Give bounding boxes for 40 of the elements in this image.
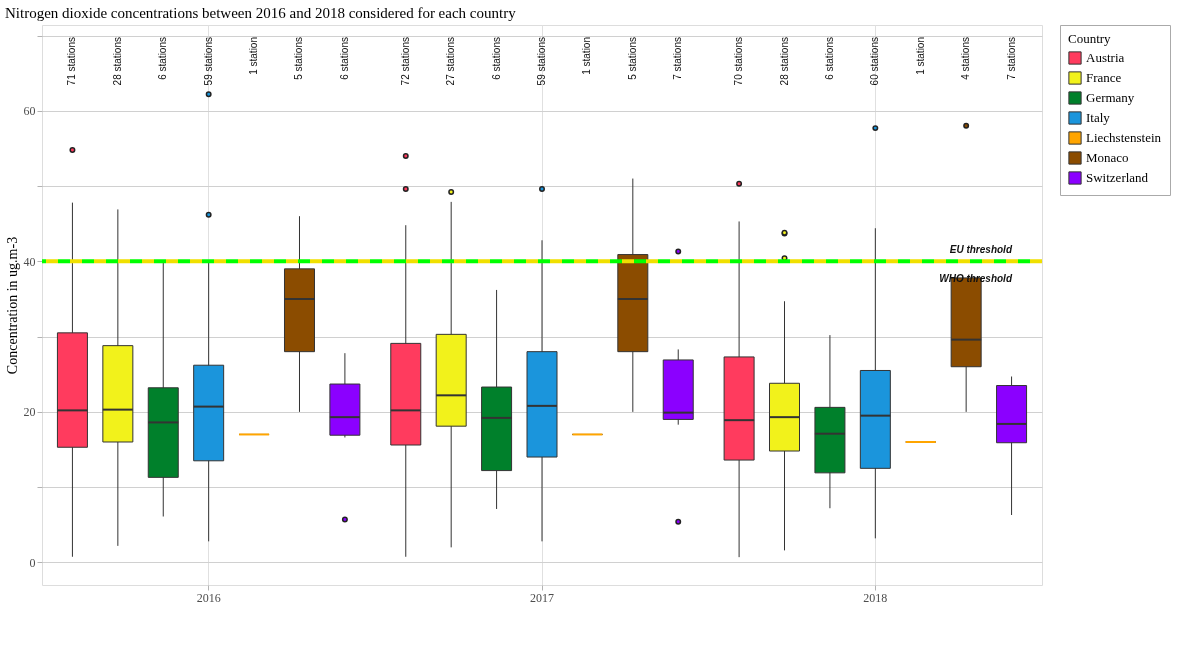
legend-label: Italy — [1086, 110, 1111, 125]
text: 1 station — [581, 37, 593, 75]
x-tick-label: 2018 — [863, 590, 888, 605]
chart-title: Nitrogen dioxide concentrations between 2016 and 2018 considered for each country — [5, 4, 517, 21]
text: 4 stations — [960, 37, 972, 80]
text: 5 stations — [293, 37, 305, 80]
text: 71 stations — [66, 37, 78, 86]
text: 28 stations — [111, 37, 123, 86]
text: 1 station — [248, 37, 260, 75]
text: 59 stations — [202, 37, 214, 86]
text: 6 stations — [823, 37, 835, 80]
legend-label: Austria — [1086, 50, 1125, 65]
text: 5 stations — [626, 37, 638, 80]
legend-label: Switzerland — [1086, 170, 1149, 185]
text: 70 stations — [733, 37, 745, 86]
legend-label: Germany — [1086, 90, 1135, 105]
legend-label: Monaco — [1086, 150, 1129, 165]
y-tick-label: 20 — [23, 405, 36, 420]
y-axis-title: Concentration in ug.m-3 — [4, 236, 20, 375]
y-tick-label: 40 — [23, 254, 36, 269]
x-tick-label: 2016 — [196, 590, 221, 605]
text: 28 stations — [778, 37, 790, 86]
text: 6 stations — [157, 37, 169, 80]
text: 7 stations — [672, 37, 684, 80]
y-tick-label: 60 — [23, 104, 36, 119]
ref-line-label: EU threshold — [949, 244, 1013, 256]
x-tick-label: 2017 — [530, 590, 554, 605]
legend-label: Liechstenstein — [1086, 130, 1162, 145]
text: 27 stations — [445, 37, 457, 86]
text: 1 station — [914, 37, 926, 75]
text: 6 stations — [490, 37, 502, 80]
text: 72 stations — [399, 37, 411, 86]
legend-label: France — [1086, 70, 1122, 85]
text: 59 stations — [536, 37, 547, 86]
text: 60 stations — [869, 37, 881, 86]
legend-title: Country — [1068, 31, 1112, 46]
text: 6 stations — [338, 37, 350, 80]
y-tick-label: 0 — [29, 555, 36, 570]
ref-line-label: WHO threshold — [939, 273, 1013, 285]
text: 7 stations — [1005, 37, 1017, 80]
